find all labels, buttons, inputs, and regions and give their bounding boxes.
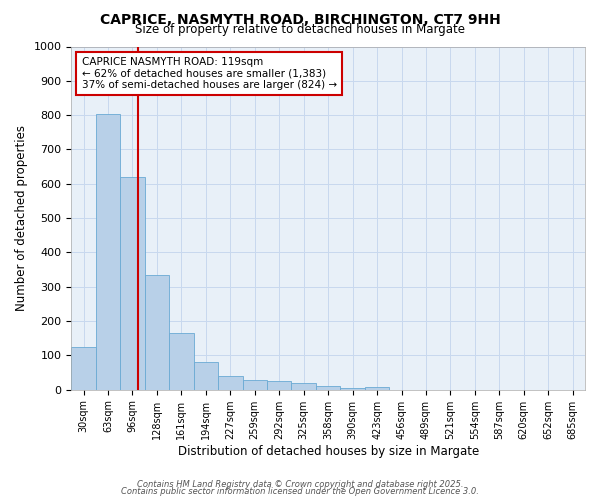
Bar <box>194 362 218 390</box>
Bar <box>71 347 96 390</box>
Text: CAPRICE NASMYTH ROAD: 119sqm
← 62% of detached houses are smaller (1,383)
37% of: CAPRICE NASMYTH ROAD: 119sqm ← 62% of de… <box>82 57 337 90</box>
Bar <box>96 114 120 390</box>
Text: Contains public sector information licensed under the Open Government Licence 3.: Contains public sector information licen… <box>121 487 479 496</box>
Bar <box>120 177 145 390</box>
Bar <box>365 388 389 390</box>
Bar <box>267 381 292 390</box>
Text: Contains HM Land Registry data © Crown copyright and database right 2025.: Contains HM Land Registry data © Crown c… <box>137 480 463 489</box>
Y-axis label: Number of detached properties: Number of detached properties <box>15 125 28 311</box>
Bar <box>340 388 365 390</box>
Bar <box>145 274 169 390</box>
Bar <box>218 376 242 390</box>
Bar <box>242 380 267 390</box>
Text: CAPRICE, NASMYTH ROAD, BIRCHINGTON, CT7 9HH: CAPRICE, NASMYTH ROAD, BIRCHINGTON, CT7 … <box>100 12 500 26</box>
X-axis label: Distribution of detached houses by size in Margate: Distribution of detached houses by size … <box>178 444 479 458</box>
Bar <box>316 386 340 390</box>
Text: Size of property relative to detached houses in Margate: Size of property relative to detached ho… <box>135 22 465 36</box>
Bar <box>169 333 194 390</box>
Bar <box>292 383 316 390</box>
